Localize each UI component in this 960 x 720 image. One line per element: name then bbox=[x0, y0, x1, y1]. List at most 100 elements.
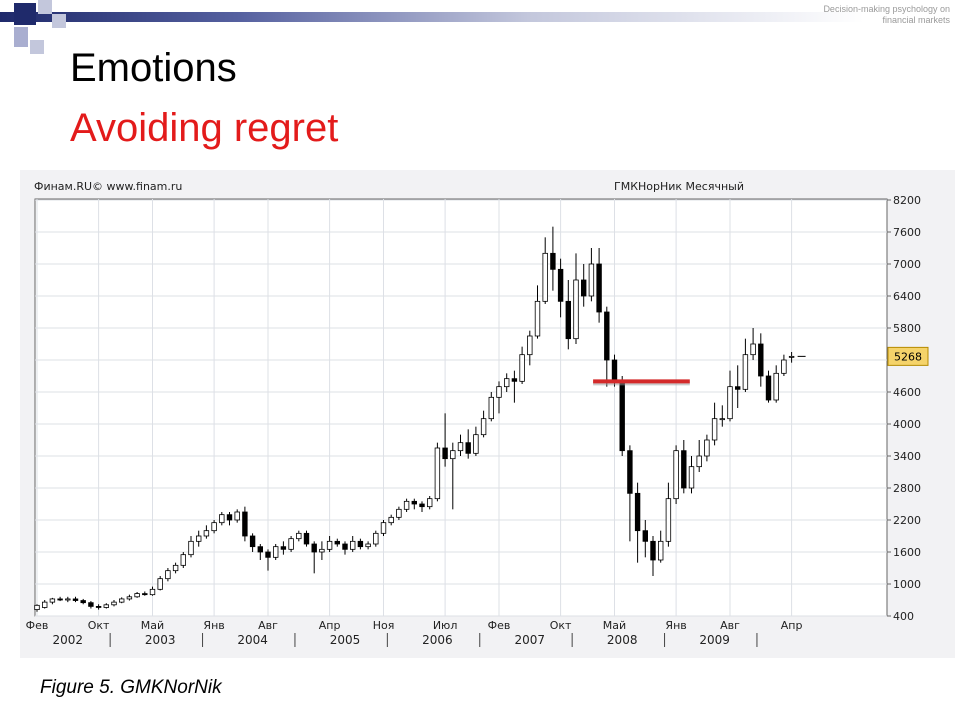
candle-body bbox=[41, 601, 48, 608]
x-year-label: 2005 bbox=[330, 633, 361, 647]
candle-body bbox=[188, 540, 194, 556]
candle-body bbox=[719, 418, 725, 421]
candle bbox=[727, 370, 733, 422]
deco-square-lower bbox=[30, 40, 44, 54]
candle bbox=[111, 600, 117, 607]
candle bbox=[396, 506, 402, 520]
candle bbox=[195, 530, 202, 547]
candle bbox=[203, 525, 210, 539]
candle-body bbox=[727, 386, 733, 420]
candle-body bbox=[503, 378, 510, 388]
slide-subtitle: Avoiding regret bbox=[70, 106, 339, 150]
x-year-label: 2006 bbox=[422, 633, 453, 647]
candle-body bbox=[249, 535, 256, 548]
candle bbox=[319, 541, 325, 560]
candle bbox=[735, 365, 741, 408]
candle bbox=[226, 512, 233, 526]
y-tick-label: 400 bbox=[893, 610, 914, 623]
candle bbox=[334, 538, 340, 547]
x-month-label: Окт bbox=[550, 619, 572, 632]
candle-body bbox=[450, 450, 456, 460]
chart-panel: 8200760070006400580052004600400034002800… bbox=[20, 170, 955, 658]
candle bbox=[519, 346, 525, 384]
candle bbox=[781, 354, 787, 376]
y-tick-label: 8200 bbox=[893, 194, 921, 207]
candle-body bbox=[288, 538, 294, 550]
candle bbox=[457, 434, 464, 456]
candle-body bbox=[604, 311, 610, 361]
candle bbox=[742, 338, 749, 392]
candle bbox=[57, 596, 63, 602]
candle bbox=[373, 530, 379, 547]
candle bbox=[588, 248, 595, 302]
candle-body bbox=[296, 532, 302, 540]
x-month-label: Янв bbox=[203, 619, 224, 632]
candle bbox=[349, 536, 356, 552]
candle-body bbox=[403, 500, 410, 510]
candle bbox=[288, 536, 294, 552]
candle-body bbox=[142, 593, 148, 596]
candle bbox=[342, 541, 348, 555]
candle-body bbox=[627, 450, 633, 494]
candle bbox=[688, 456, 695, 494]
candle-body bbox=[581, 279, 587, 297]
candle bbox=[157, 576, 163, 591]
candle-body bbox=[473, 434, 479, 454]
candle bbox=[311, 541, 317, 574]
x-month-label: Апр bbox=[781, 619, 803, 632]
candle bbox=[573, 253, 579, 344]
candle-body bbox=[280, 546, 287, 550]
candle-body bbox=[527, 335, 533, 356]
candle-body bbox=[426, 498, 433, 508]
candle bbox=[765, 370, 772, 403]
candle bbox=[542, 237, 548, 304]
x-year-label: 2004 bbox=[237, 633, 268, 647]
candle-body bbox=[742, 354, 749, 390]
chart-title: ГМКНорНик Месячный bbox=[614, 180, 744, 193]
candle-body bbox=[234, 511, 240, 521]
deco-square-left bbox=[14, 27, 28, 47]
candle-body bbox=[480, 418, 487, 436]
candle bbox=[119, 597, 125, 604]
candle-body bbox=[49, 598, 56, 603]
y-tick-label: 6400 bbox=[893, 290, 921, 303]
candle-body bbox=[103, 604, 109, 608]
candle-body bbox=[434, 447, 441, 500]
candle-body bbox=[203, 530, 210, 537]
candle-body bbox=[596, 263, 602, 313]
candle-body bbox=[658, 540, 664, 561]
candle-body bbox=[411, 500, 417, 505]
candle bbox=[80, 598, 86, 605]
x-month-label: Апр bbox=[319, 619, 341, 632]
candle bbox=[658, 530, 664, 563]
candle-body bbox=[611, 359, 618, 382]
candle bbox=[665, 482, 672, 547]
candle bbox=[249, 533, 256, 552]
candle-body bbox=[57, 598, 63, 601]
candle-body bbox=[519, 354, 525, 382]
candle-body bbox=[634, 492, 641, 532]
candle bbox=[188, 536, 194, 558]
candle bbox=[134, 592, 140, 598]
deco-square-top bbox=[38, 0, 52, 14]
candle-body bbox=[172, 564, 179, 572]
y-tick-label: 4600 bbox=[893, 386, 921, 399]
candle bbox=[465, 429, 471, 459]
candle-body bbox=[388, 516, 394, 524]
x-year-label: 2009 bbox=[699, 633, 730, 647]
candle bbox=[49, 597, 56, 605]
candle-body bbox=[735, 386, 741, 390]
candle bbox=[758, 333, 764, 387]
candle bbox=[473, 426, 479, 456]
plot-area bbox=[34, 198, 888, 617]
candle-body bbox=[180, 554, 186, 566]
candle bbox=[511, 370, 518, 403]
candle bbox=[142, 591, 148, 596]
candle-body bbox=[165, 570, 171, 580]
candle-body bbox=[80, 600, 86, 604]
candle-body bbox=[373, 532, 379, 545]
candle-body bbox=[334, 540, 340, 545]
candle-body bbox=[665, 498, 672, 542]
candle bbox=[234, 509, 240, 523]
candle-body bbox=[311, 543, 317, 553]
